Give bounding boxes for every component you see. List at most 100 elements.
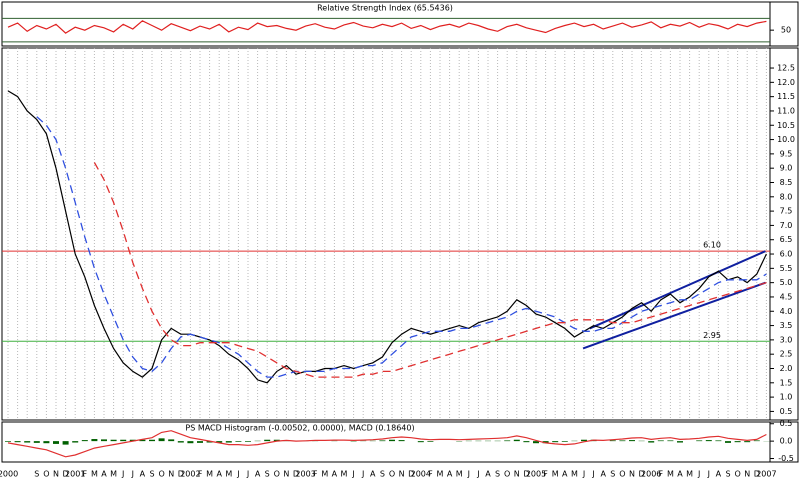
panel-title: Relative Strength Index (65.5436) (317, 4, 453, 13)
x-tick-label: F (313, 470, 318, 479)
x-tick-label: J (236, 470, 239, 479)
histogram-bar (264, 439, 271, 442)
y-tick-label: 10.0 (777, 135, 795, 144)
trendline (582, 281, 766, 350)
x-tick-label: O (274, 470, 280, 479)
histogram-bar (120, 439, 127, 442)
series-line (7, 90, 767, 384)
x-tick-label: A (447, 470, 453, 479)
histogram-bar (225, 441, 232, 443)
x-tick-label: O (158, 470, 164, 479)
histogram-bar (523, 441, 530, 443)
histogram-bar (149, 439, 155, 442)
x-tick-label: M (321, 470, 328, 479)
x-tick-label: A (485, 470, 491, 479)
x-tick-label: N (514, 470, 520, 479)
y-tick-label: 3.0 (780, 335, 793, 344)
histogram-bar (72, 441, 79, 443)
y-tick-label: 5.0 (780, 278, 793, 287)
y-tick-label: 4.0 (780, 307, 793, 316)
x-tick-label: D (523, 470, 529, 479)
x-tick-label: J (697, 470, 700, 479)
x-tick-label: N (629, 470, 635, 479)
histogram-bar (197, 441, 203, 443)
histogram-bar (513, 439, 520, 442)
x-tick-label: M (437, 470, 444, 479)
y-tick-label: 2.0 (780, 364, 793, 373)
x-tick-label: M (225, 470, 232, 479)
histogram-bar (33, 441, 40, 443)
x-tick-label: J (467, 470, 470, 479)
x-tick-label: J (246, 470, 249, 479)
x-tick-label: M (667, 470, 674, 479)
series-line (93, 162, 767, 378)
histogram-bar (177, 441, 184, 443)
x-tick-label: N (168, 470, 174, 479)
x-tick-label: N (283, 470, 289, 479)
panel-frame (1, 47, 799, 421)
trendline (589, 250, 766, 330)
y-tick-label: 10.5 (777, 121, 795, 130)
x-tick-label: 2000 (0, 470, 18, 479)
histogram-bar (533, 441, 539, 444)
x-tick-label: 2004 (411, 470, 431, 479)
histogram-bar (696, 440, 703, 442)
x-tick-label: D (178, 470, 184, 479)
histogram-bar (24, 441, 31, 443)
histogram-bar (398, 440, 405, 442)
x-tick-label: S (495, 470, 500, 479)
x-tick-label: D (639, 470, 645, 479)
histogram-bar (427, 441, 434, 442)
histogram-bar (206, 441, 213, 443)
histogram-bar (389, 439, 395, 442)
x-tick-label: 2002 (180, 470, 200, 479)
y-tick-label: 6.0 (780, 250, 793, 259)
x-tick-label: S (380, 470, 385, 479)
y-tick-label: 11.0 (777, 106, 795, 115)
y-tick-label: 9.0 (780, 164, 793, 173)
histogram-bar (5, 441, 11, 442)
x-tick-label: M (341, 470, 348, 479)
histogram-bar (216, 441, 223, 443)
x-tick-label: O (389, 470, 395, 479)
y-tick-label: 9.5 (780, 149, 793, 158)
y-tick-label: 7.5 (780, 207, 793, 216)
y-tick-label: 7.0 (780, 221, 793, 230)
x-tick-label: M (206, 470, 213, 479)
x-tick-label: S (610, 470, 615, 479)
histogram-bar (14, 441, 21, 443)
histogram-bar (91, 439, 98, 442)
x-tick-label: F (198, 470, 203, 479)
histogram-bar (715, 440, 722, 442)
x-tick-label: F (658, 470, 663, 479)
histogram-bar (561, 441, 568, 442)
histogram-bar (552, 441, 559, 443)
histogram-bar (657, 440, 664, 442)
x-tick-label: M (456, 470, 463, 479)
histogram-bar (379, 440, 386, 442)
reference-label: 6.10 (703, 241, 721, 250)
histogram-bar (235, 441, 242, 442)
x-tick-label: N (744, 470, 750, 479)
histogram-bar (677, 441, 683, 443)
histogram-bar (648, 441, 655, 443)
x-tick-label: 2005 (526, 470, 546, 479)
y-tick-label: 0.0 (780, 437, 793, 446)
y-tick-label: 6.5 (780, 235, 793, 244)
histogram-bar (581, 439, 587, 442)
y-tick-label: 11.5 (777, 92, 795, 101)
x-tick-label: D (293, 470, 299, 479)
y-tick-label: 8.0 (780, 192, 793, 201)
histogram-bar (110, 439, 117, 442)
x-tick-label: N (53, 470, 59, 479)
x-tick-label: A (140, 470, 146, 479)
x-tick-label: S (725, 470, 730, 479)
y-tick-label: 50 (781, 26, 791, 35)
y-tick-label: 3.5 (780, 321, 793, 330)
histogram-bar (273, 439, 280, 442)
x-tick-label: A (677, 470, 683, 479)
x-tick-label: F (428, 470, 433, 479)
